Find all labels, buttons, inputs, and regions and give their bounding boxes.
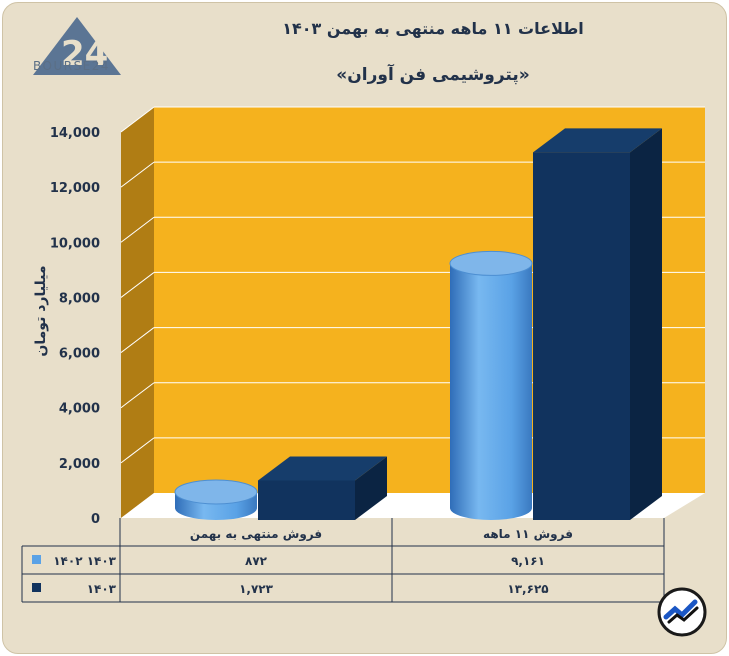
legend-label: ۱۴۰۳ [87,582,117,596]
gridline [120,272,155,298]
y-tick-label: 12,000 [50,181,100,196]
gridline [120,437,155,464]
legend-swatch [32,555,41,564]
gridline [120,161,155,188]
bar-series2-top [533,128,662,153]
y-tick-label: 14,000 [50,126,100,141]
bar-series1-top [174,479,258,505]
bar-series2-side [355,456,387,520]
side-wall [121,107,154,518]
data-label: ۱۳,۶۲۵ [507,582,548,596]
bar-series1 [450,263,532,520]
legend-label: ۱۴۰۲ ۱۴۰۳ [53,554,116,568]
trend-logo-icon [657,587,707,637]
chart-subtitle: «پتروشیمی فن آوران» [336,65,530,85]
gridline [120,382,155,409]
gridline [120,216,155,243]
logo-text: BOURSE24 [33,59,111,73]
data-label: ۹,۱۶۱ [511,554,545,568]
bourse24-logo-icon: 24 [33,17,121,75]
legend-swatch [32,583,41,592]
data-label: ۸۷۲ [245,554,268,568]
svg-text:24: 24 [61,34,108,74]
y-tick-label: 2,000 [59,457,100,472]
y-tick-label: 4,000 [59,402,100,417]
gridline [120,106,155,133]
bar-series2-top [258,456,387,481]
gridline [120,327,155,353]
y-tick-label: 10,000 [50,236,100,251]
bar-series1-top [449,250,533,276]
y-tick-label: 6,000 [59,347,100,362]
bar-series2 [533,152,630,520]
data-label: ۱,۷۲۳ [239,582,274,596]
bar-series2 [258,480,355,520]
chart-title: اطلاعات ۱۱ ماهه منتهی به بهمن ۱۴۰۳ [282,19,584,38]
x-tick-label: فروش ۱۱ ماهه [483,527,573,542]
x-tick-label: فروش منتهی به بهمن [190,527,322,542]
y-tick-label: 0 [91,512,100,527]
y-tick-label: 8,000 [59,291,100,306]
bar-series2-side [630,128,662,520]
